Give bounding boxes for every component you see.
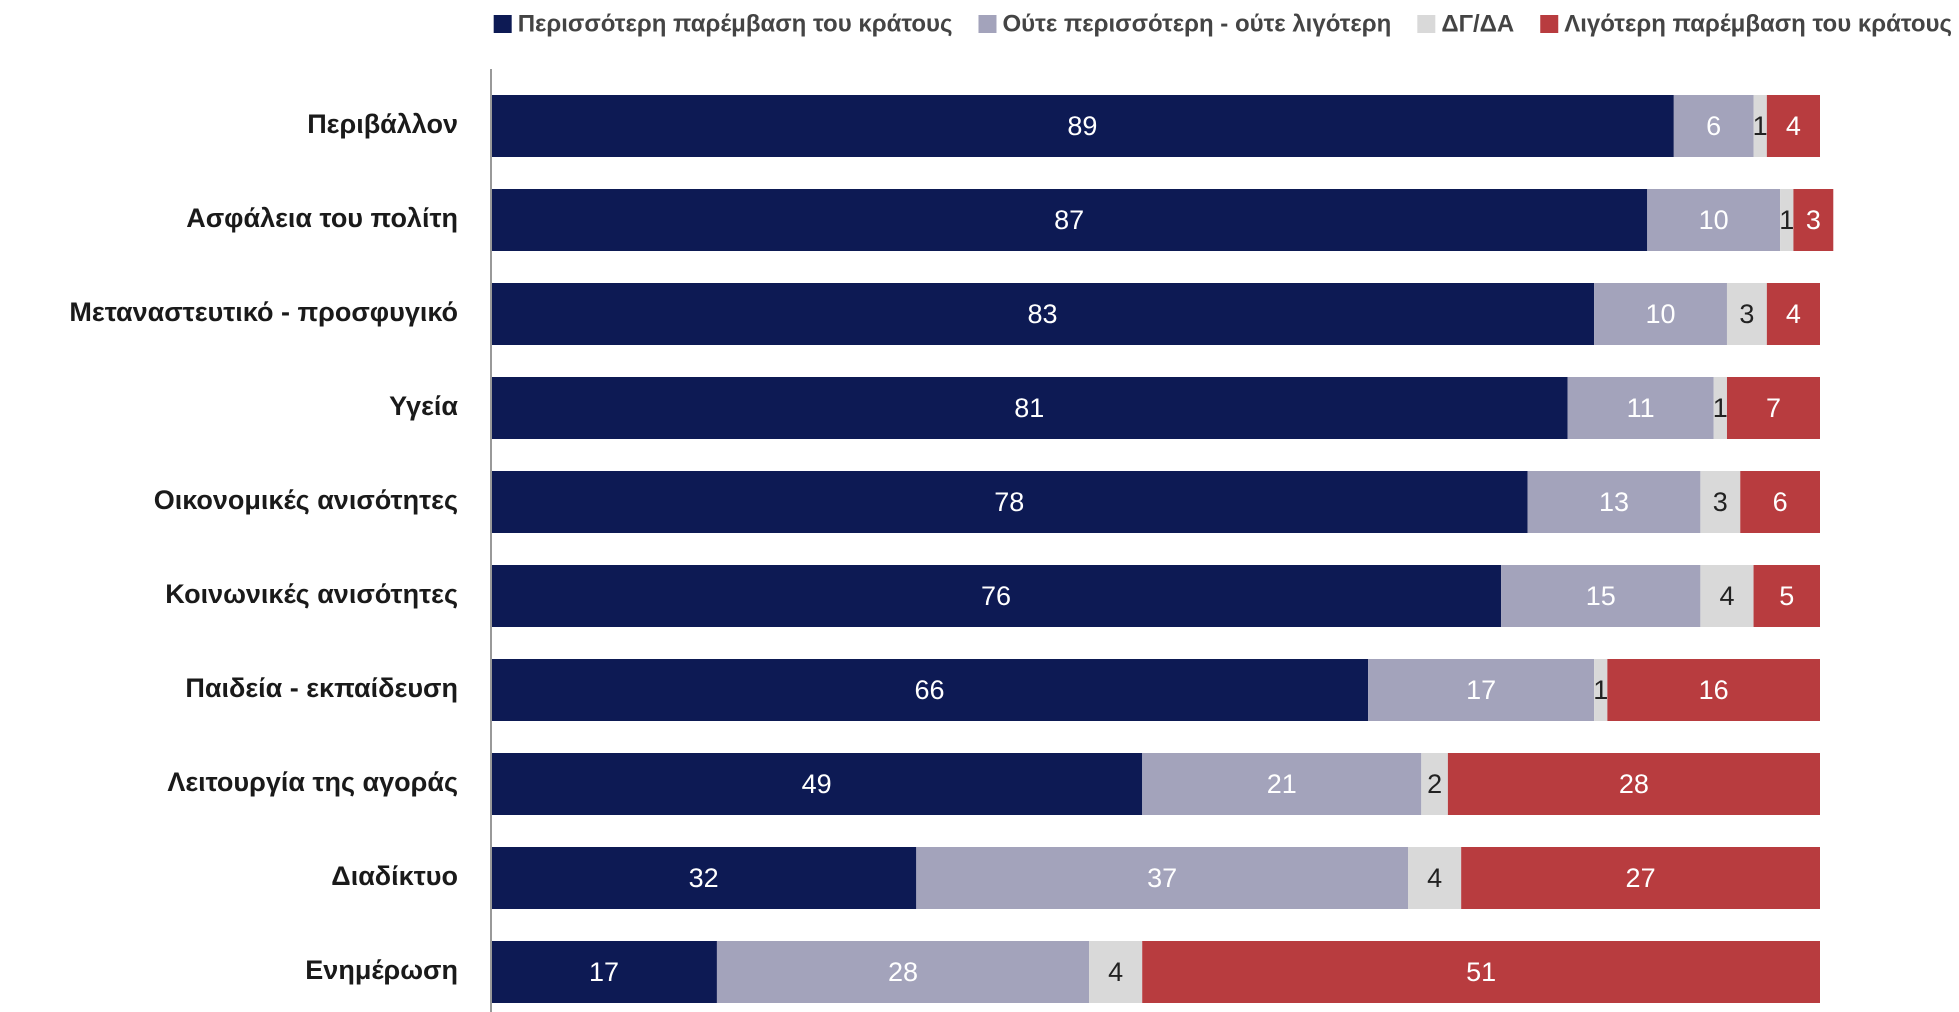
value-label: 2 [1427,769,1442,799]
bar-segment [1740,471,1820,533]
bar-segment [491,95,1674,157]
value-label: 81 [1014,393,1044,423]
category-label: Οικονομικές ανισότητες [154,485,458,515]
legend-label: Περισσότερη παρέμβαση του κράτους [518,10,953,37]
bar-segment [491,847,917,909]
legend-swatch [1417,15,1436,33]
bar-segment [491,189,1648,251]
bar-segment [491,565,1502,627]
bar-segment [1753,95,1767,157]
value-label: 13 [1599,487,1629,517]
bar-segment [1700,471,1741,533]
bar-segment [1527,471,1701,533]
bar-segment [491,659,1369,721]
value-label: 3 [1739,299,1754,329]
bar-segment [491,377,1568,439]
bar-segment [1726,377,1820,439]
bar-segment [1753,565,1820,627]
value-label: 10 [1645,299,1675,329]
bar-segment [1647,189,1781,251]
value-label: 78 [994,487,1024,517]
legend-label: Λιγότερη παρέμβαση του κράτους [1564,10,1952,37]
value-label: 4 [1108,957,1123,987]
bar-segment [1089,941,1143,1003]
bar-segment [1713,377,1727,439]
value-label: 15 [1586,581,1616,611]
legend-swatch [978,15,997,33]
category-label: Μεταναστευτικό - προσφυγικό [69,297,458,327]
value-label: 28 [888,957,918,987]
bar-segment [1142,753,1422,815]
category-label: Περιβάλλον [307,109,458,139]
value-label: 16 [1699,675,1729,705]
bar-segment [1700,565,1754,627]
bar-segment [491,941,717,1003]
bar-segment [491,471,1528,533]
value-label: 1 [1713,393,1728,423]
value-label: 51 [1466,957,1496,987]
value-label: 21 [1267,769,1297,799]
category-label: Υγεία [389,391,458,421]
value-label: 4 [1427,863,1442,893]
value-label: 87 [1054,205,1084,235]
value-label: 17 [1466,675,1496,705]
value-label: 37 [1147,863,1177,893]
bar-segment [1142,941,1820,1003]
value-label: 3 [1713,487,1728,517]
bar-segment [1766,283,1820,345]
bar-segment [716,941,1090,1003]
bar-segment [1726,283,1767,345]
bar-segment [1607,659,1820,721]
bar-segment [1368,659,1595,721]
category-label: Διαδίκτυο [331,861,458,891]
bar-segment [1780,189,1794,251]
bar-segment [1421,753,1448,815]
value-label: 49 [802,769,832,799]
category-label: Κοινωνικές ανισότητες [165,579,458,609]
bar-segment [1461,847,1820,909]
value-label: 32 [689,863,719,893]
value-label: 5 [1779,581,1794,611]
value-label: 1 [1753,111,1768,141]
value-label: 66 [915,675,945,705]
bar-segment [491,283,1595,345]
bar-segment [1673,95,1754,157]
bar-segment [916,847,1409,909]
legend-swatch [493,15,512,33]
value-label: 7 [1766,393,1781,423]
bar-segment [1766,95,1820,157]
bar-segment [1567,377,1714,439]
value-label: 4 [1786,299,1801,329]
category-label: Ενημέρωση [305,955,458,985]
value-label: 28 [1619,769,1649,799]
value-label: 17 [589,957,619,987]
value-label: 3 [1806,205,1821,235]
value-label: 4 [1786,111,1801,141]
value-label: 10 [1699,205,1729,235]
legend-label: Ούτε περισσότερη - ούτε λιγότερη [1002,10,1391,37]
value-label: 83 [1028,299,1058,329]
bar-segment [1594,659,1608,721]
value-label: 4 [1719,581,1734,611]
legend-swatch [1540,15,1559,33]
value-label: 76 [981,581,1011,611]
bar-segment [491,753,1143,815]
value-label: 1 [1779,205,1794,235]
value-label: 6 [1773,487,1788,517]
value-label: 6 [1706,111,1721,141]
category-label: Λειτουργία της αγοράς [167,767,458,797]
value-label: 27 [1626,863,1656,893]
category-label: Παιδεία - εκπαίδευση [185,673,458,703]
value-label: 1 [1593,675,1608,705]
value-label: 11 [1627,393,1655,423]
bar-segment [1594,283,1727,345]
legend-label: ΔΓ/ΔΑ [1441,10,1514,37]
bar-segment [1408,847,1462,909]
bar-segment [1793,189,1834,251]
bar-segment [1447,753,1820,815]
bar-segment [1501,565,1701,627]
value-label: 89 [1067,111,1097,141]
category-label: Ασφάλεια του πολίτη [186,203,458,233]
